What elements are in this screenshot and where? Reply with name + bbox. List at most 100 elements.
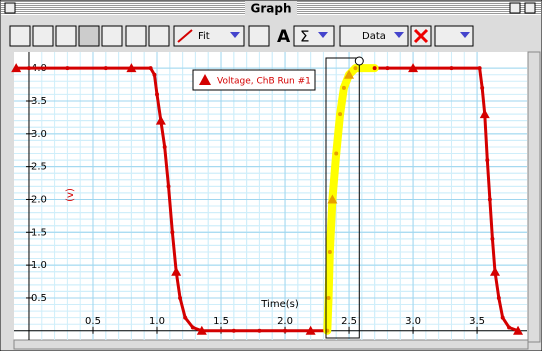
highlight-segment (328, 149, 341, 204)
data-point (103, 66, 108, 71)
data-marker (155, 115, 166, 125)
zoom-box[interactable] (509, 2, 521, 14)
data-point (334, 151, 339, 156)
x-tick-label: 2.5 (341, 316, 357, 327)
data-marker (126, 63, 137, 73)
data-marker (305, 325, 316, 335)
x-tick-label: 1.5 (213, 316, 229, 327)
data-point (155, 92, 160, 97)
data-point (148, 66, 153, 71)
highlight-segment (336, 83, 348, 119)
data-point (490, 236, 495, 241)
y-tick-label: 2.0 (31, 194, 47, 205)
tool-button[interactable] (125, 25, 147, 47)
x-tick-label: 1.0 (149, 316, 165, 327)
data-point (326, 295, 331, 300)
close-box[interactable] (4, 2, 16, 14)
y-axis-label: (v) (65, 188, 76, 202)
tool-button[interactable] (148, 25, 170, 47)
data-marker (513, 325, 524, 335)
scroll-bar[interactable] (527, 51, 541, 343)
y-tick-label: 1.0 (31, 260, 47, 271)
data-marker (479, 109, 490, 119)
scroll-bar[interactable] (13, 339, 529, 350)
data-point (183, 315, 188, 320)
dropdown-arrow (318, 32, 328, 38)
data-point (257, 328, 262, 333)
y-tick-label: 0.5 (31, 293, 47, 304)
tool-button[interactable] (32, 25, 54, 47)
highlight-segment (332, 110, 345, 158)
tool-button[interactable] (248, 25, 270, 47)
dropdown-arrow (394, 32, 404, 38)
data-point (496, 295, 501, 300)
legend-label: Voltage, ChB Run #1 (217, 77, 311, 87)
data-point (178, 295, 183, 300)
plot-area (14, 52, 528, 340)
y-tick-label: 1.5 (31, 227, 47, 238)
delete-icon (413, 28, 429, 44)
toolbar: Fit A Σ Data (9, 25, 474, 47)
settings-button[interactable] (434, 25, 474, 47)
fit-icon (177, 29, 193, 43)
data-point (65, 66, 70, 71)
highlight-segment (323, 293, 333, 335)
data-point (338, 112, 343, 117)
data-point (190, 325, 195, 330)
tool-button[interactable] (101, 25, 123, 47)
data-point (507, 325, 512, 330)
dropdown-arrow (460, 32, 470, 38)
data-point (485, 158, 490, 163)
window-title: Graph (251, 2, 292, 16)
data-point (477, 66, 482, 71)
data-point (500, 315, 505, 320)
data-point (449, 66, 454, 71)
x-axis-label: Time(s) (260, 299, 299, 310)
collapse-box[interactable] (524, 2, 536, 14)
data-point (162, 144, 167, 149)
x-tick-label: 3.5 (469, 316, 485, 327)
highlight-segment (324, 247, 334, 302)
highlight-segment (325, 195, 337, 256)
data-point (152, 72, 157, 77)
tool-button[interactable] (9, 25, 31, 47)
tool-button[interactable] (78, 25, 100, 47)
selection-handle (354, 56, 364, 66)
data-point (283, 328, 288, 333)
data-point (372, 66, 377, 71)
x-tick-label: 3.0 (405, 316, 421, 327)
data-point (487, 197, 492, 202)
y-tick-label: 2.5 (31, 162, 47, 173)
sigma-icon: Σ (300, 28, 309, 46)
data-marker (344, 69, 355, 79)
data-marker (327, 194, 338, 204)
data-point (170, 230, 175, 235)
y-tick-label: 3.0 (31, 129, 47, 140)
selection-box (325, 57, 360, 339)
stats-button[interactable] (293, 25, 335, 47)
data-marker (408, 63, 419, 73)
legend-marker (199, 74, 211, 85)
legend (192, 69, 316, 91)
data-label: Data (362, 31, 386, 42)
data-point (327, 249, 332, 254)
fit-label: Fit (198, 31, 210, 42)
data-point (353, 66, 358, 71)
data-marker (489, 266, 500, 276)
data-point (231, 328, 236, 333)
y-tick-label: 3.5 (31, 96, 47, 107)
data-button[interactable] (339, 25, 409, 47)
tool-button[interactable] (55, 25, 77, 47)
data-point (166, 184, 171, 189)
data-marker (196, 325, 207, 335)
data-marker (171, 266, 182, 276)
x-tick-label: 0.5 (85, 316, 101, 327)
x-tick-label: 2.0 (277, 316, 293, 327)
text-tool-icon[interactable]: A (277, 27, 291, 47)
title-bg (245, 1, 297, 15)
data-point (341, 85, 346, 90)
dropdown-arrow (230, 32, 240, 38)
data-point (26, 66, 31, 71)
data-point (385, 66, 390, 71)
